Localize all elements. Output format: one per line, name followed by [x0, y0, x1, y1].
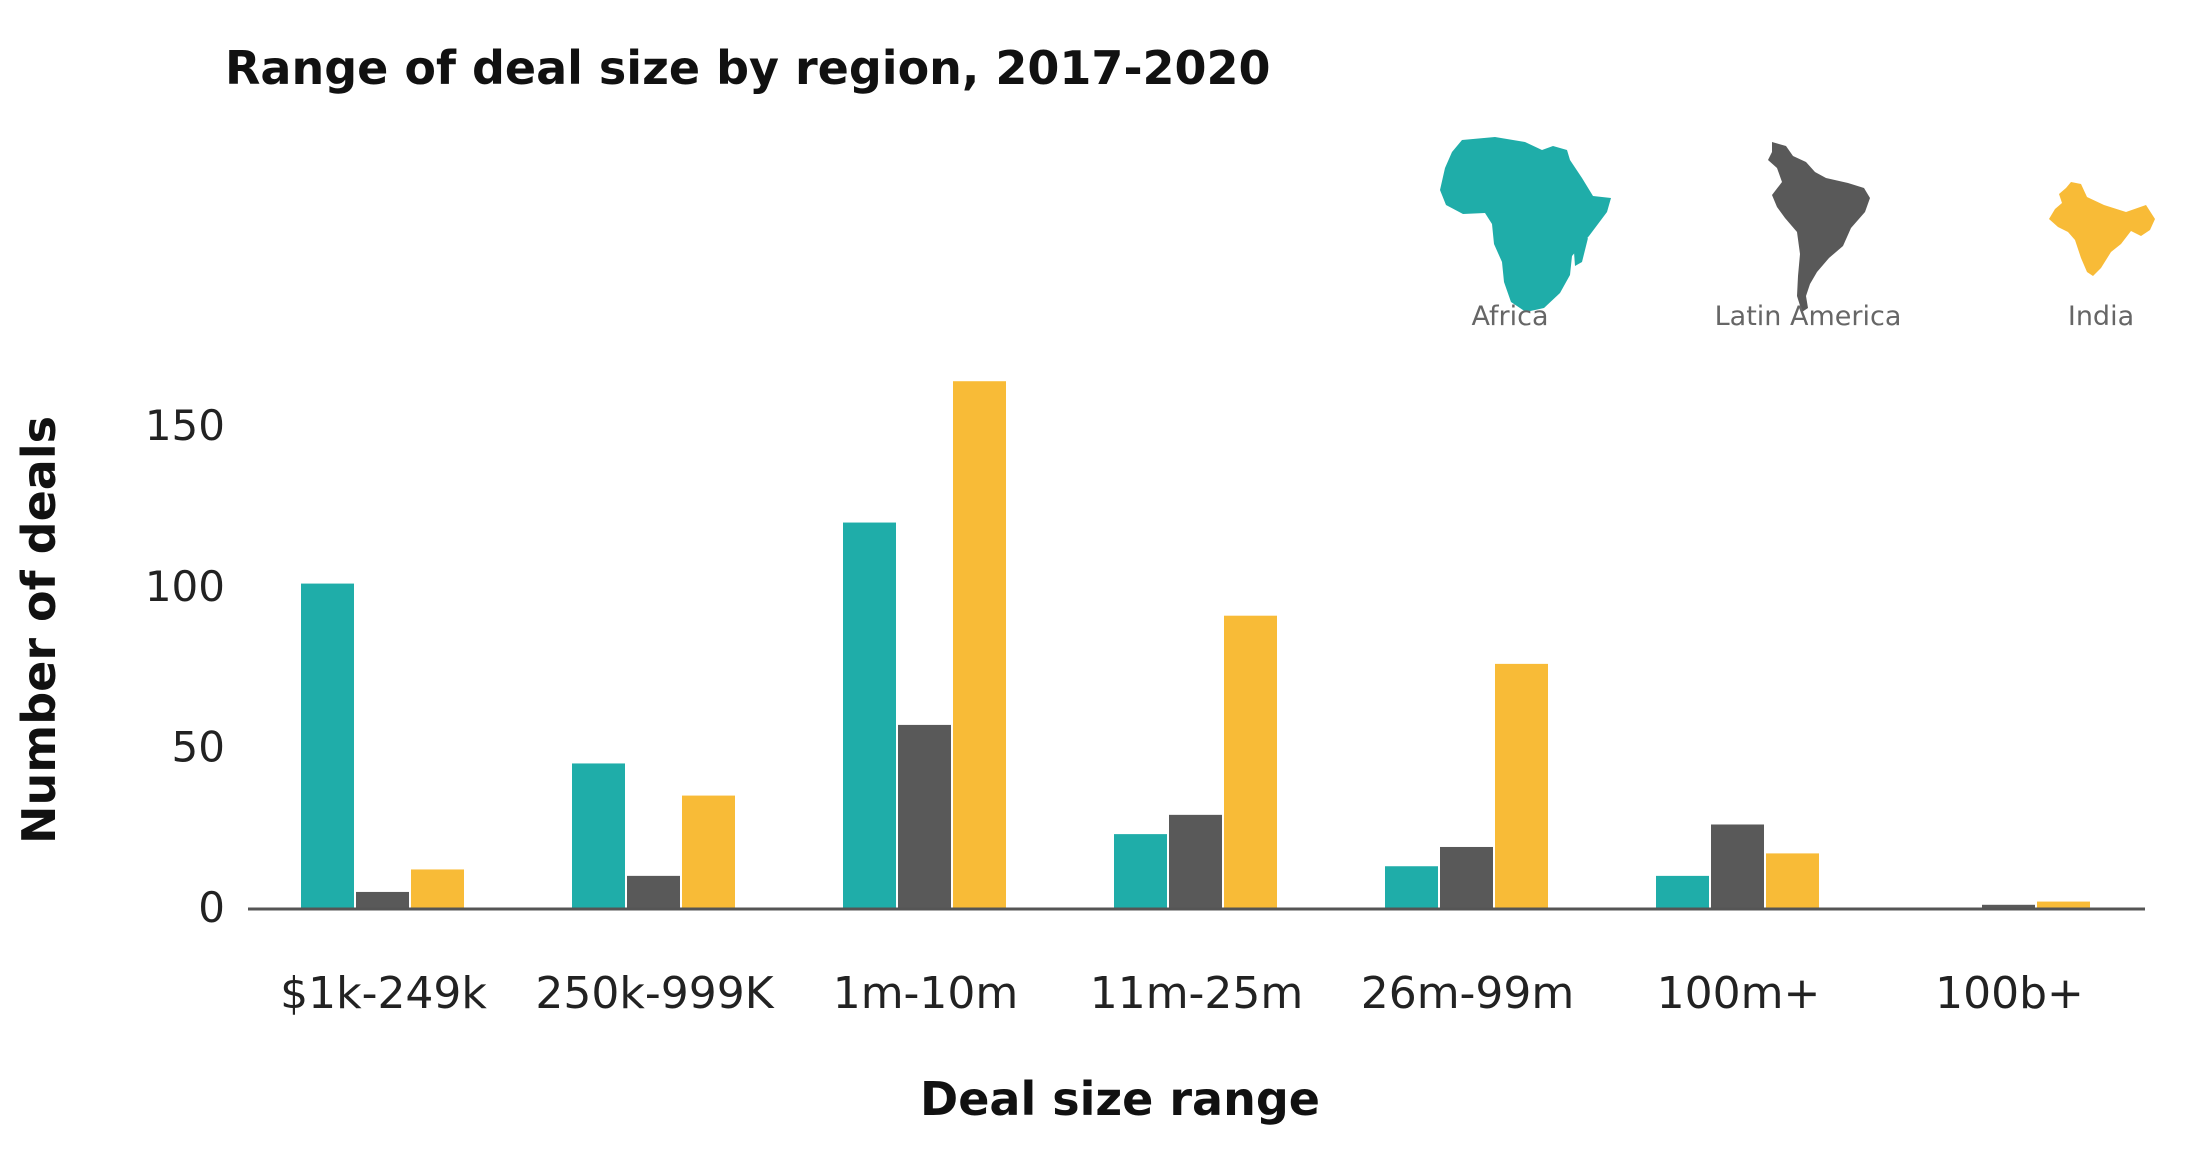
bars	[301, 381, 2090, 908]
bar	[1766, 853, 1819, 908]
bar	[627, 875, 680, 908]
legend-item-africa: Africa	[1440, 137, 1611, 332]
bar	[356, 891, 409, 908]
x-tick-label: 250k-999K	[535, 968, 774, 1019]
y-tick-label: 150	[145, 401, 225, 450]
bar	[1440, 846, 1493, 908]
legend-label: Latin America	[1715, 301, 1902, 332]
india-map-icon	[2049, 182, 2155, 276]
bar	[1224, 615, 1277, 908]
x-axis-categories: $1k-249k 250k-999K 1m-10m 11m-25m 26m-99m 100…	[280, 968, 2084, 1019]
x-tick-label: 100b+	[1935, 968, 2084, 1019]
y-axis-title: Number of deals	[12, 416, 66, 844]
x-tick-label: 100m+	[1657, 968, 1821, 1019]
bar	[1982, 904, 2035, 908]
bar	[1656, 875, 1709, 908]
africa-map-icon	[1440, 137, 1611, 312]
y-axis-ticks: 0 50 100 150	[145, 401, 225, 932]
bar	[1711, 824, 1764, 908]
legend-item-latin-america: Latin America	[1715, 142, 1902, 332]
madagascar-shape	[1574, 238, 1588, 266]
bar	[572, 763, 625, 908]
latin-america-map-icon	[1768, 142, 1870, 312]
y-tick-label: 0	[198, 883, 225, 932]
chart-title: Range of deal size by region, 2017-2020	[225, 41, 1271, 95]
bar	[1169, 814, 1222, 908]
legend: Africa Latin America India	[1440, 137, 2155, 332]
x-tick-label: 26m-99m	[1361, 968, 1575, 1019]
bar	[953, 381, 1006, 908]
legend-label: India	[2068, 301, 2134, 332]
bar	[1385, 866, 1438, 908]
bar	[843, 522, 896, 908]
legend-item-india: India	[2049, 182, 2155, 332]
bar	[2037, 901, 2090, 908]
bar	[1114, 834, 1167, 908]
x-tick-label: 1m-10m	[833, 968, 1019, 1019]
x-tick-label: 11m-25m	[1090, 968, 1304, 1019]
bar	[898, 724, 951, 908]
x-axis-title: Deal size range	[920, 1072, 1320, 1126]
bar	[682, 795, 735, 908]
legend-label: Africa	[1471, 301, 1548, 332]
bar	[301, 583, 354, 908]
x-tick-label: $1k-249k	[280, 968, 487, 1019]
bar	[411, 869, 464, 908]
y-tick-label: 50	[172, 722, 225, 771]
y-tick-label: 100	[145, 562, 225, 611]
bar	[1495, 663, 1548, 908]
